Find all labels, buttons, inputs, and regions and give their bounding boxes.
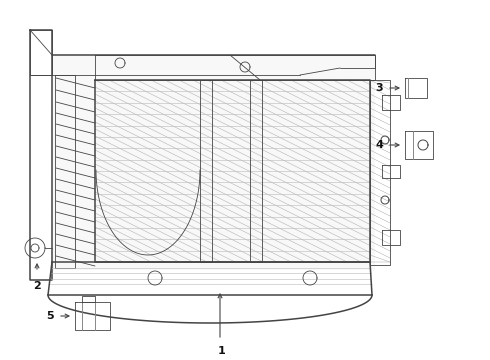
- Text: 4: 4: [375, 140, 383, 150]
- Text: 3: 3: [375, 83, 383, 93]
- Text: 5: 5: [47, 311, 54, 321]
- Text: 1: 1: [218, 346, 226, 356]
- Polygon shape: [52, 55, 375, 270]
- Text: 2: 2: [33, 281, 41, 291]
